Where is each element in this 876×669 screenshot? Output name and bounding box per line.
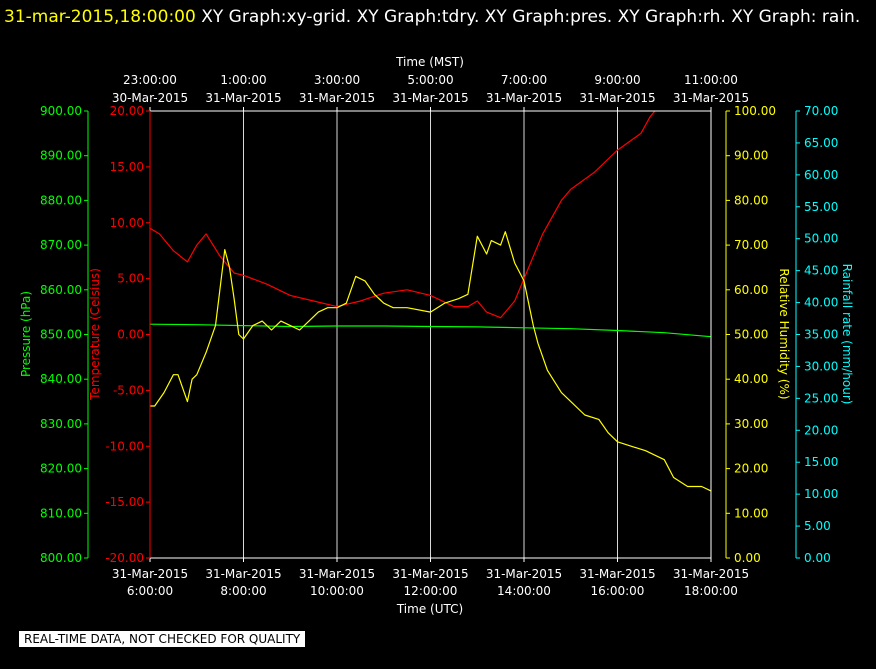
pressure-tick-label: 800.00 [40, 551, 82, 565]
series-layer [149, 110, 712, 492]
rain-tick-label: 0.00 [804, 551, 831, 565]
humidity-series-line [150, 231, 712, 492]
humidity-tick-label: 0.00 [734, 551, 761, 565]
bottom-tick-date: 31-Mar-2015 [673, 567, 749, 581]
pressure-tick-label: 820.00 [40, 462, 82, 476]
rain-tick-label: 25.00 [804, 391, 838, 405]
top-tick-date: 31-Mar-2015 [205, 91, 281, 105]
header-graph-list: XY Graph:xy-grid. XY Graph:tdry. XY Grap… [201, 7, 861, 27]
humidity-tick-label: 50.00 [734, 328, 768, 342]
temperature-tick-label: 15.00 [110, 160, 144, 174]
temperature-tick-label: 20.00 [110, 104, 144, 118]
pressure-axis-title: Pressure (hPa) [19, 291, 33, 377]
pressure-tick-label: 850.00 [40, 328, 82, 342]
pressure-tick-label: 890.00 [40, 149, 82, 163]
axis-layer: Time (MST) Time (UTC) Pressure (hPa) Tem… [19, 55, 854, 616]
pressure-tick-label: 870.00 [40, 238, 82, 252]
bottom-tick-time: 14:00:00 [497, 584, 551, 598]
bottom-tick-date: 31-Mar-2015 [486, 567, 562, 581]
temperature-axis-title: Temperature (Celsius) [88, 268, 102, 401]
bottom-tick-time: 18:00:00 [684, 584, 738, 598]
humidity-tick-label: 20.00 [734, 462, 768, 476]
top-tick-date: 31-Mar-2015 [392, 91, 468, 105]
graph-header: 31-mar-2015,18:00:00 XY Graph:xy-grid. X… [4, 2, 872, 32]
humidity-tick-label: 30.00 [734, 417, 768, 431]
humidity-tick-label: 40.00 [734, 372, 768, 386]
top-tick-time: 3:00:00 [314, 73, 360, 87]
pressure-tick-label: 860.00 [40, 283, 82, 297]
bottom-tick-date: 31-Mar-2015 [392, 567, 468, 581]
top-tick-time: 23:00:00 [123, 73, 177, 87]
bottom-tick-time: 10:00:00 [310, 584, 364, 598]
rain-tick-label: 50.00 [804, 232, 838, 246]
temperature-tick-label: 0.00 [117, 328, 144, 342]
top-tick-date: 31-Mar-2015 [673, 91, 749, 105]
top-tick-date: 31-Mar-2015 [299, 91, 375, 105]
bottom-axis-title: Time (UTC) [396, 602, 463, 616]
rain-tick-label: 35.00 [804, 328, 838, 342]
bottom-tick-date: 31-Mar-2015 [579, 567, 655, 581]
top-axis-title: Time (MST) [395, 55, 464, 69]
temperature-series-line [149, 110, 656, 319]
top-tick-date: 31-Mar-2015 [579, 91, 655, 105]
top-tick-date: 30-Mar-2015 [112, 91, 188, 105]
top-tick-time: 1:00:00 [220, 73, 266, 87]
humidity-tick-label: 70.00 [734, 238, 768, 252]
rain-tick-label: 55.00 [804, 200, 838, 214]
rain-tick-label: 10.00 [804, 487, 838, 501]
pressure-series-line [149, 323, 712, 338]
rain-tick-label: 65.00 [804, 136, 838, 150]
top-tick-time: 9:00:00 [594, 73, 640, 87]
temperature-tick-label: 10.00 [110, 216, 144, 230]
top-tick-time: 5:00:00 [407, 73, 453, 87]
bottom-tick-time: 6:00:00 [127, 584, 173, 598]
rain-tick-label: 15.00 [804, 455, 838, 469]
humidity-tick-label: 10.00 [734, 506, 768, 520]
header-timestamp: 31-mar-2015,18:00:00 [4, 7, 196, 27]
humidity-tick-label: 90.00 [734, 149, 768, 163]
rain-tick-label: 45.00 [804, 264, 838, 278]
top-tick-date: 31-Mar-2015 [486, 91, 562, 105]
temperature-tick-label: -10.00 [105, 439, 144, 453]
bottom-tick-date: 31-Mar-2015 [112, 567, 188, 581]
pressure-tick-label: 840.00 [40, 372, 82, 386]
rain-tick-label: 20.00 [804, 423, 838, 437]
humidity-tick-label: 80.00 [734, 193, 768, 207]
pressure-tick-label: 830.00 [40, 417, 82, 431]
temperature-tick-label: -20.00 [105, 551, 144, 565]
bottom-tick-date: 31-Mar-2015 [299, 567, 375, 581]
rain-tick-label: 60.00 [804, 168, 838, 182]
top-tick-time: 11:00:00 [684, 73, 738, 87]
top-tick-time: 7:00:00 [501, 73, 547, 87]
bottom-tick-time: 12:00:00 [404, 584, 458, 598]
bottom-tick-date: 31-Mar-2015 [205, 567, 281, 581]
pressure-tick-label: 900.00 [40, 104, 82, 118]
rain-axis-title: Rainfall rate (mm/hour) [840, 264, 854, 405]
pressure-tick-label: 880.00 [40, 193, 82, 207]
bottom-tick-time: 16:00:00 [591, 584, 645, 598]
rain-tick-label: 30.00 [804, 359, 838, 373]
grid-layer [243, 111, 618, 558]
quality-disclaimer: REAL-TIME DATA, NOT CHECKED FOR QUALITY [19, 631, 306, 647]
temperature-tick-label: -15.00 [105, 495, 144, 509]
pressure-tick-label: 810.00 [40, 506, 82, 520]
rain-tick-label: 5.00 [804, 519, 831, 533]
humidity-tick-label: 60.00 [734, 283, 768, 297]
humidity-axis-title: Relative Humidity (%) [777, 268, 791, 399]
rain-tick-label: 40.00 [804, 296, 838, 310]
temperature-tick-label: -5.00 [113, 383, 144, 397]
bottom-tick-time: 8:00:00 [220, 584, 266, 598]
humidity-tick-label: 100.00 [734, 104, 776, 118]
rain-tick-label: 70.00 [804, 104, 838, 118]
temperature-tick-label: 5.00 [117, 272, 144, 286]
